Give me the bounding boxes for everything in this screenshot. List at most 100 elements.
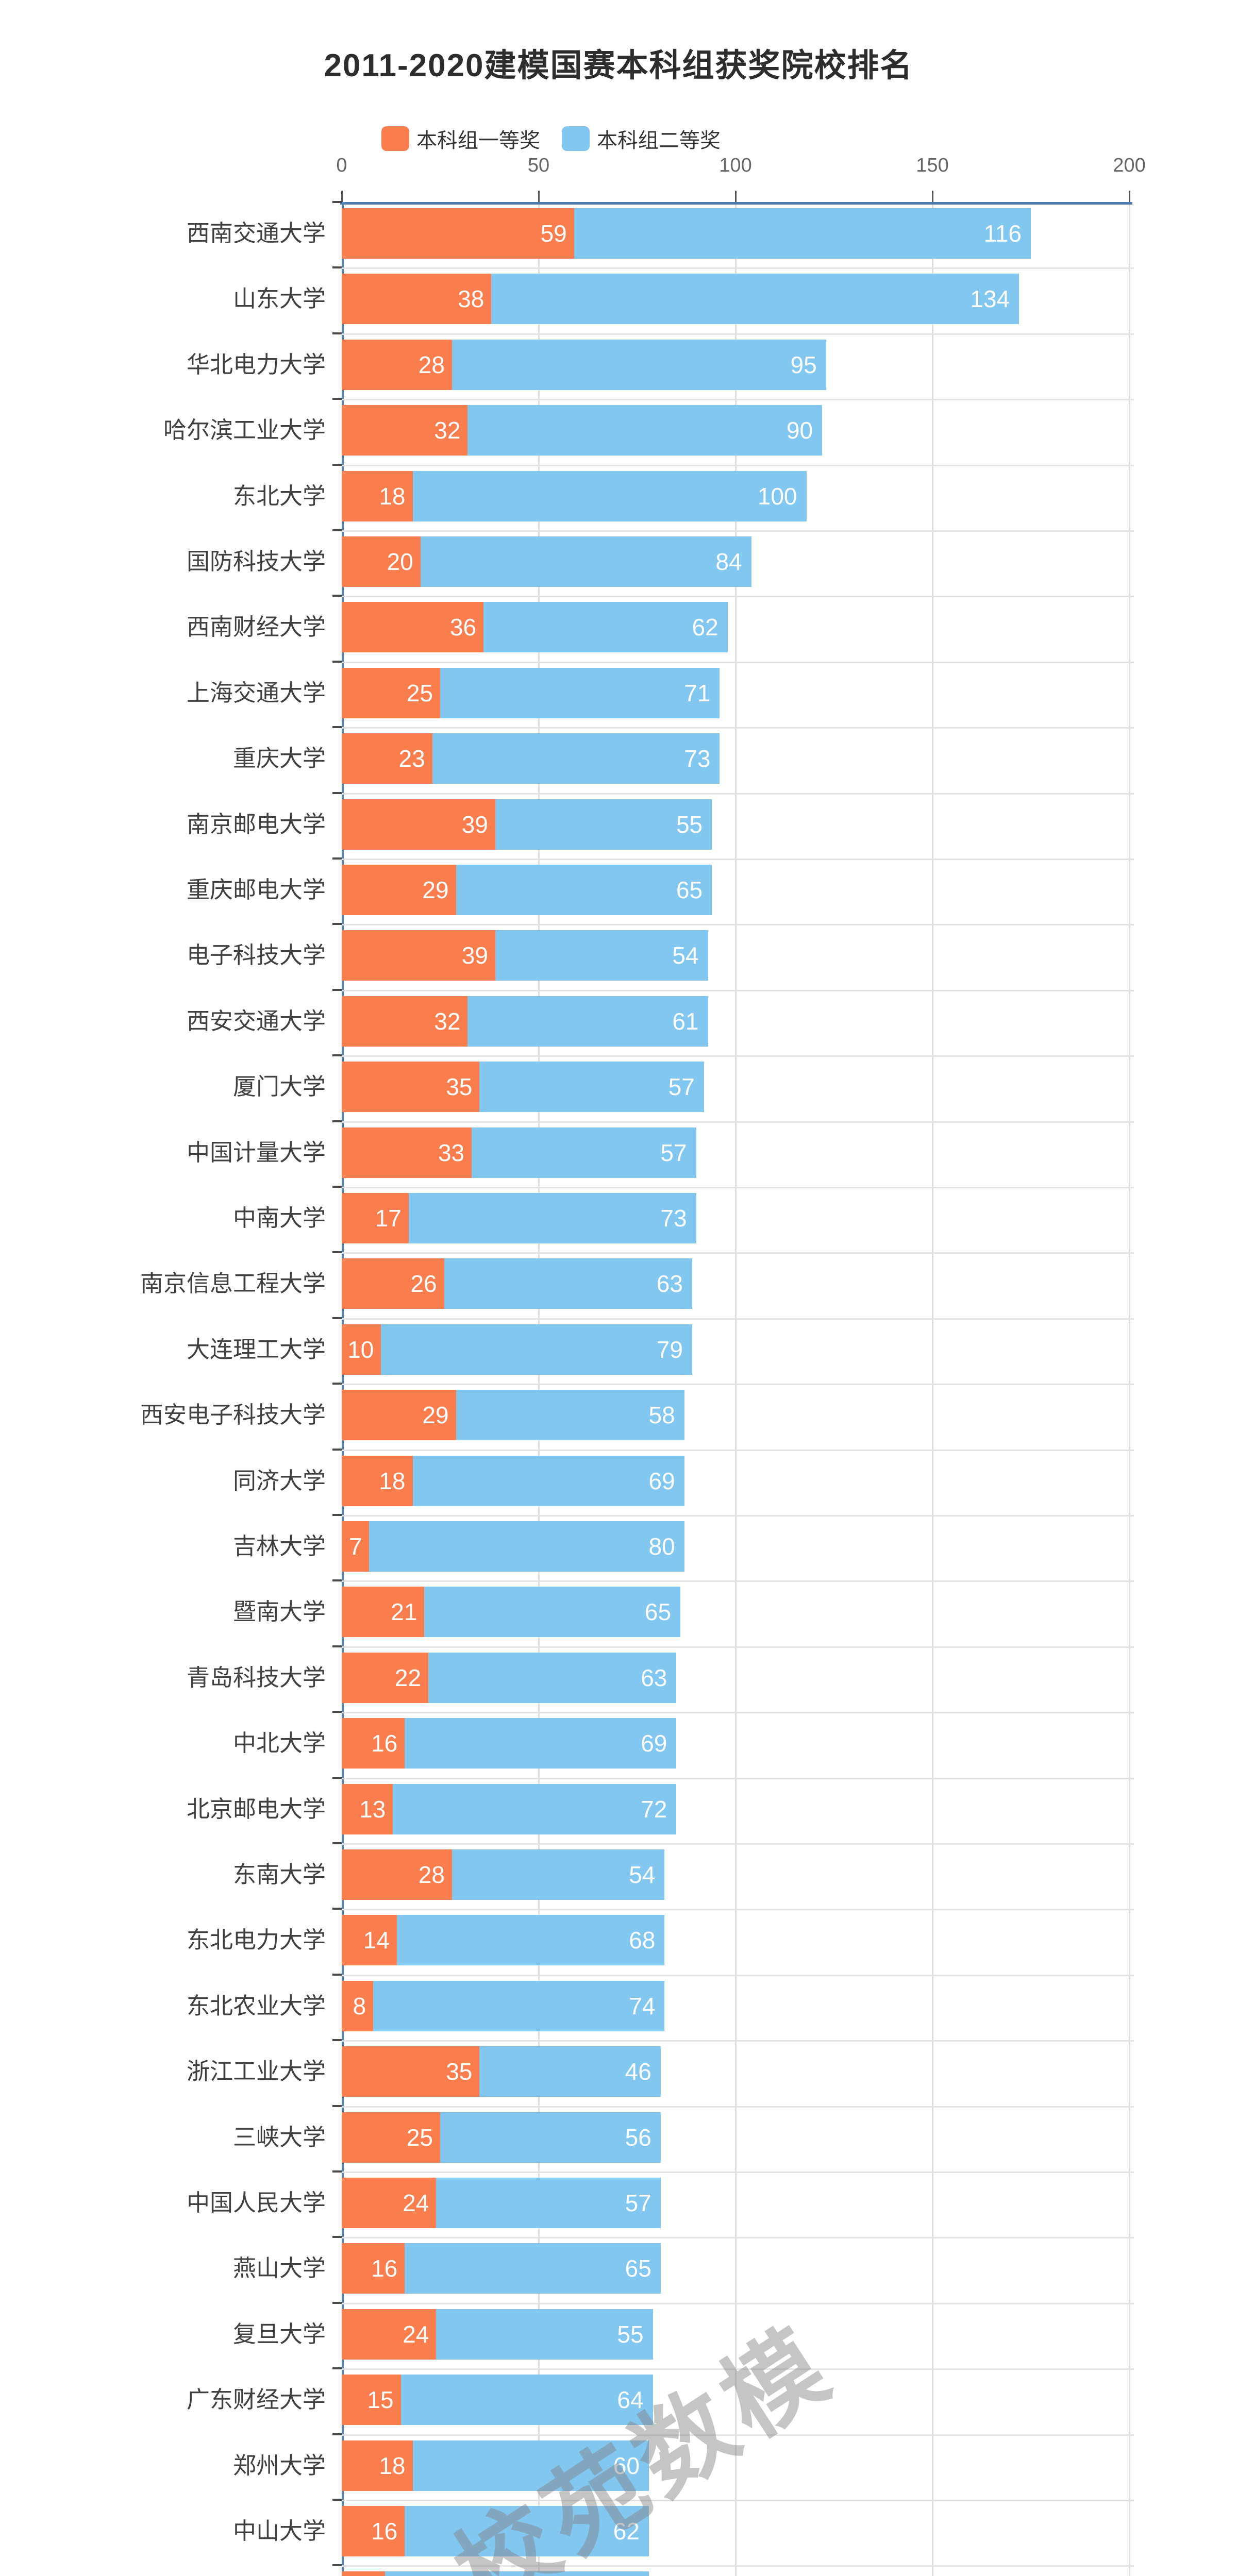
bar-second-prize[interactable] [396, 1915, 665, 1966]
value-label-first-prize: 24 [403, 2320, 429, 2348]
bar-first-prize[interactable] [342, 1324, 381, 1375]
bar-second-prize[interactable] [436, 2178, 661, 2228]
value-label-second-prize: 46 [625, 2058, 651, 2085]
bar-second-prize[interactable] [436, 2309, 653, 2360]
bar-first-prize[interactable] [342, 2309, 437, 2360]
bar-second-prize[interactable] [428, 1652, 677, 1703]
category-label: 三峡大学 [232, 2124, 326, 2150]
bar-second-prize[interactable] [491, 274, 1019, 325]
bar-second-prize[interactable] [467, 996, 708, 1047]
bar-second-prize[interactable] [440, 667, 720, 718]
bar-first-prize[interactable] [342, 2506, 405, 2556]
value-label-first-prize: 59 [540, 220, 567, 247]
bar-second-prize[interactable] [456, 865, 712, 915]
bar-first-prize[interactable] [342, 1062, 480, 1113]
bar-first-prize[interactable] [342, 1193, 409, 1243]
bar-second-prize[interactable] [483, 602, 728, 653]
legend-item-first-prize[interactable]: 本科组一等奖 [381, 124, 540, 154]
bar-first-prize[interactable] [342, 2375, 401, 2426]
bar-second-prize[interactable] [479, 2046, 661, 2097]
bar-second-prize[interactable] [472, 1127, 696, 1178]
y-axis-tick [332, 1251, 342, 1254]
bar-first-prize[interactable] [342, 1587, 425, 1638]
bar-second-prize[interactable] [424, 1587, 681, 1638]
bar-first-prize[interactable] [342, 405, 468, 456]
bar-first-prize[interactable] [342, 996, 468, 1047]
bar-second-prize[interactable] [385, 2571, 649, 2576]
bar-second-prize[interactable] [400, 2375, 653, 2426]
bar-first-prize[interactable] [342, 2440, 413, 2491]
bar-first-prize[interactable] [342, 2243, 405, 2294]
bar-first-prize[interactable] [342, 1652, 429, 1703]
bar-first-prize[interactable] [342, 602, 484, 653]
bar-first-prize[interactable] [342, 208, 574, 259]
value-label-second-prize: 58 [648, 1402, 675, 1429]
bar-first-prize[interactable] [342, 274, 492, 325]
bar-second-prize[interactable] [452, 339, 826, 390]
bar-first-prize[interactable] [342, 1521, 370, 1572]
bar-second-prize[interactable] [412, 470, 807, 521]
bar-second-prize[interactable] [381, 1324, 692, 1375]
bar-second-prize[interactable] [369, 1521, 684, 1572]
bar-first-prize[interactable] [342, 930, 495, 981]
bar-first-prize[interactable] [342, 2046, 480, 2097]
bar-first-prize[interactable] [342, 2112, 440, 2163]
value-label-first-prize: 16 [371, 2518, 398, 2545]
bar-first-prize[interactable] [342, 1718, 405, 1769]
legend-item-second-prize[interactable]: 本科组二等奖 [562, 124, 721, 154]
bar-first-prize[interactable] [342, 1390, 456, 1441]
bar-second-prize[interactable] [440, 2112, 661, 2163]
bar-second-prize[interactable] [495, 799, 712, 850]
row-separator [342, 989, 1134, 991]
category-label: 广东财经大学 [186, 2386, 326, 2413]
legend-label: 本科组二等奖 [597, 129, 721, 152]
bar-first-prize[interactable] [342, 667, 440, 718]
bar-second-prize[interactable] [412, 1455, 684, 1506]
bar-first-prize[interactable] [342, 1849, 452, 1900]
bar-first-prize[interactable] [342, 2178, 437, 2228]
bar-second-prize[interactable] [467, 405, 823, 456]
bar-second-prize[interactable] [479, 1062, 704, 1113]
bar-first-prize[interactable] [342, 536, 421, 587]
bar-second-prize[interactable] [405, 2506, 649, 2556]
bar-first-prize[interactable] [342, 339, 452, 390]
bar-second-prize[interactable] [373, 1980, 665, 2031]
bar-first-prize[interactable] [342, 799, 495, 850]
bar-second-prize[interactable] [412, 2440, 649, 2491]
category-label: 中山大学 [232, 2518, 326, 2544]
y-axis-line [342, 202, 344, 2576]
value-label-second-prize: 116 [983, 220, 1022, 247]
bar-first-prize[interactable] [342, 1980, 374, 2031]
bar-first-prize[interactable] [342, 1258, 444, 1309]
category-label: 厦门大学 [232, 1073, 326, 1100]
category-label: 中国人民大学 [186, 2190, 326, 2216]
bar-second-prize[interactable] [495, 930, 708, 981]
value-label-second-prize: 68 [629, 1927, 656, 1954]
bar-first-prize[interactable] [342, 470, 413, 521]
row-separator [342, 2565, 1134, 2567]
bar-second-prize[interactable] [408, 1193, 696, 1243]
bar-first-prize[interactable] [342, 865, 456, 915]
bar-first-prize[interactable] [342, 733, 432, 784]
bar-second-prize[interactable] [444, 1258, 692, 1309]
bar-second-prize[interactable] [574, 208, 1031, 259]
row-separator [342, 2368, 1134, 2370]
bar-second-prize[interactable] [452, 1849, 665, 1900]
category-label: 中南大学 [232, 1205, 326, 1231]
bar-second-prize[interactable] [405, 2243, 661, 2294]
category-label: 浙江工业大学 [186, 2058, 326, 2085]
bar-first-prize[interactable] [342, 1455, 413, 1506]
bar-first-prize[interactable] [342, 1915, 397, 1966]
bar-second-prize[interactable] [393, 1783, 677, 1834]
bar-second-prize[interactable] [432, 733, 720, 784]
bar-second-prize[interactable] [456, 1390, 684, 1441]
row-separator [342, 1580, 1134, 1582]
value-label-first-prize: 24 [403, 2190, 429, 2216]
bar-first-prize[interactable] [342, 2571, 386, 2576]
bar-first-prize[interactable] [342, 1127, 472, 1178]
bar-second-prize[interactable] [420, 536, 751, 587]
bar-second-prize[interactable] [405, 1718, 677, 1769]
category-label: 东北大学 [232, 482, 326, 509]
value-label-first-prize: 26 [410, 1270, 437, 1298]
bar-first-prize[interactable] [342, 1783, 393, 1834]
